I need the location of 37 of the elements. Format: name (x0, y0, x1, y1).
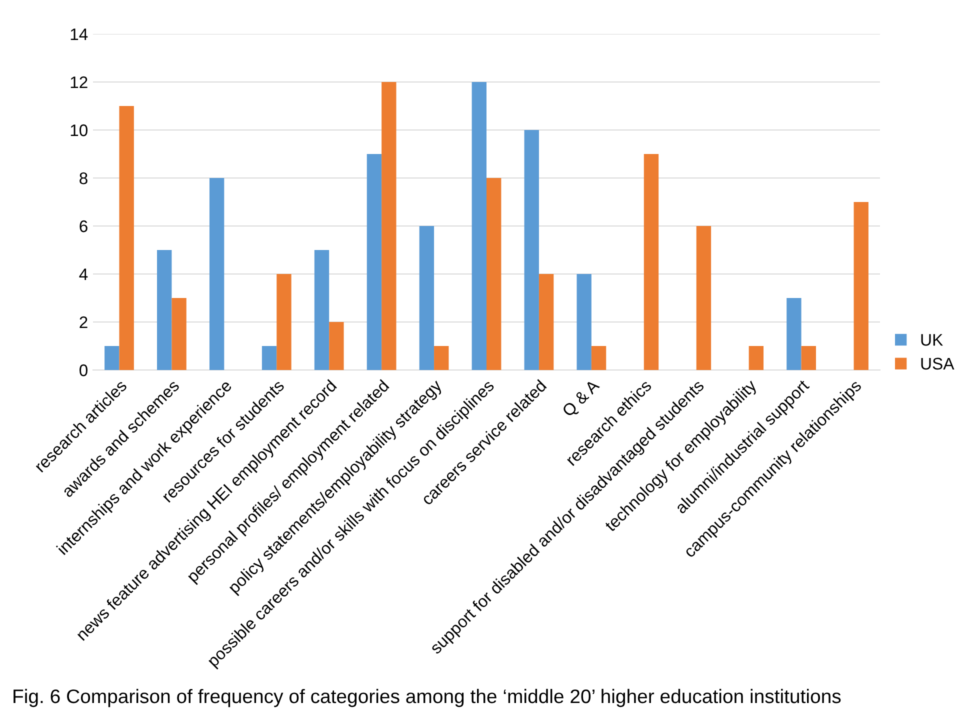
bar (644, 154, 659, 370)
bar (157, 250, 172, 370)
y-tick-label: 6 (80, 220, 88, 232)
y-tick-label: 12 (70, 76, 88, 88)
y-tick-label: 8 (80, 172, 88, 184)
y-tick-label: 2 (80, 316, 88, 328)
bar (801, 346, 816, 370)
bar (748, 346, 764, 370)
bar (209, 178, 224, 370)
bar (329, 322, 344, 370)
bar (172, 298, 186, 370)
legend-label: UK (921, 334, 943, 346)
bar (854, 202, 868, 370)
bar (262, 346, 277, 370)
bar (696, 226, 712, 370)
bar (434, 346, 449, 370)
bar (472, 82, 486, 370)
bar (786, 298, 802, 370)
bar (382, 82, 396, 370)
legend-label: USA (921, 358, 954, 370)
bar (119, 106, 134, 370)
bar (591, 346, 606, 370)
bar (538, 274, 554, 370)
bar (104, 346, 120, 370)
y-tick-label: 10 (70, 124, 88, 136)
bar (276, 274, 292, 370)
y-tick-label: 4 (79, 268, 88, 280)
bar (576, 274, 592, 370)
bar (314, 250, 330, 370)
bar (419, 226, 434, 370)
y-tick-label: 0 (80, 364, 88, 376)
bar (486, 178, 502, 370)
bar (366, 154, 382, 370)
y-tick-label: 14 (70, 28, 88, 40)
x-tick-label: Q & A (562, 378, 602, 420)
caption: Fig. 6 Comparison of frequency of categories among the ‘middle 20’ higher education institutions (14, 688, 841, 708)
bar (524, 130, 539, 370)
